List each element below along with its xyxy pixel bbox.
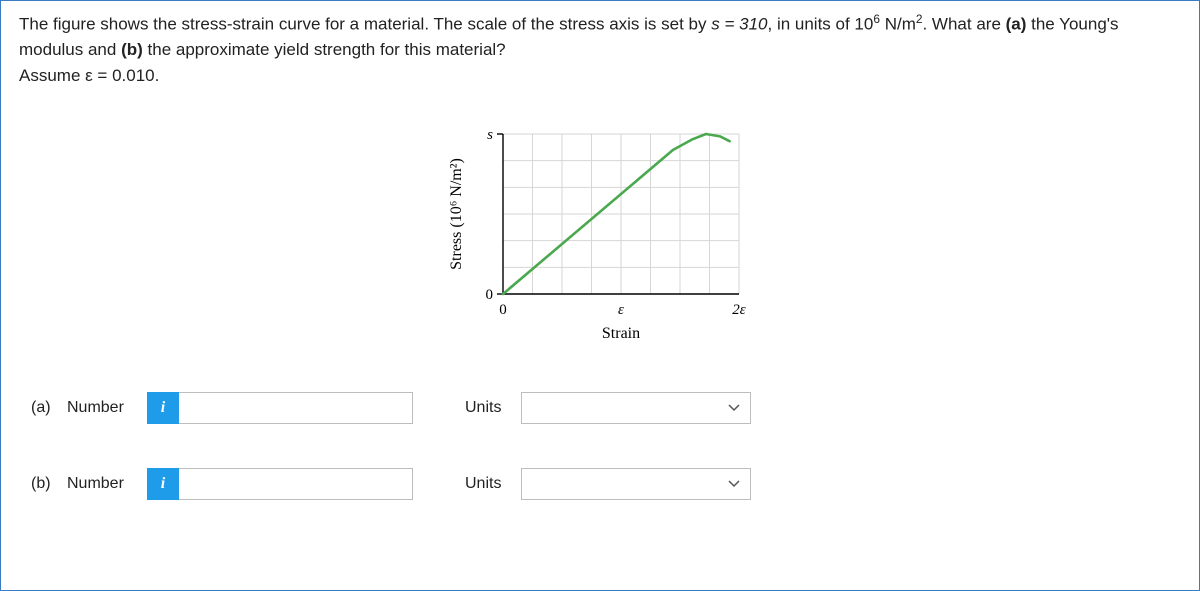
- q-sup6: 6: [873, 12, 880, 26]
- info-icon[interactable]: i: [147, 468, 179, 500]
- q-text-units: N/m: [880, 15, 916, 34]
- question-frame: The figure shows the stress-strain curve…: [0, 0, 1200, 591]
- chart-container: 0 s 0 ε 2ε Stress (10⁶ N/m²) Strain: [19, 122, 1181, 352]
- number-input-a[interactable]: [179, 392, 413, 424]
- info-glyph: i: [161, 475, 165, 493]
- number-input-b[interactable]: [179, 468, 413, 500]
- part-label-b: (b): [31, 475, 67, 493]
- svg-text:Stress (10⁶ N/m²): Stress (10⁶ N/m²): [448, 158, 465, 270]
- svg-text:2ε: 2ε: [732, 302, 746, 318]
- units-select-a[interactable]: [521, 392, 751, 424]
- q-text-2: , in units of 10: [768, 15, 874, 34]
- answer-row-a: (a) Number i Units: [31, 392, 1181, 424]
- q-seq: s = 310: [711, 15, 767, 34]
- svg-text:0: 0: [499, 302, 507, 318]
- info-glyph: i: [161, 399, 165, 417]
- number-label-a: Number: [67, 399, 147, 417]
- answer-section: (a) Number i Units (b) Number i Units: [19, 392, 1181, 500]
- q-bold-b: (b): [121, 40, 143, 59]
- svg-text:s: s: [487, 127, 493, 143]
- answer-row-b: (b) Number i Units: [31, 468, 1181, 500]
- q-text-3: . What are: [922, 15, 1005, 34]
- stress-strain-chart: 0 s 0 ε 2ε Stress (10⁶ N/m²) Strain: [435, 122, 765, 352]
- svg-text:ε: ε: [618, 302, 624, 318]
- q-bold-a: (a): [1006, 15, 1027, 34]
- units-select-b[interactable]: [521, 468, 751, 500]
- q-text-6: Assume ε = 0.010.: [19, 66, 159, 85]
- number-label-b: Number: [67, 475, 147, 493]
- svg-text:Strain: Strain: [602, 325, 640, 342]
- units-label-b: Units: [465, 475, 501, 493]
- question-text: The figure shows the stress-strain curve…: [19, 11, 1181, 88]
- info-icon[interactable]: i: [147, 392, 179, 424]
- units-label-a: Units: [465, 399, 501, 417]
- svg-text:0: 0: [486, 287, 494, 303]
- part-label-a: (a): [31, 399, 67, 417]
- q-text-1: The figure shows the stress-strain curve…: [19, 15, 711, 34]
- q-text-5: the approximate yield strength for this …: [143, 40, 506, 59]
